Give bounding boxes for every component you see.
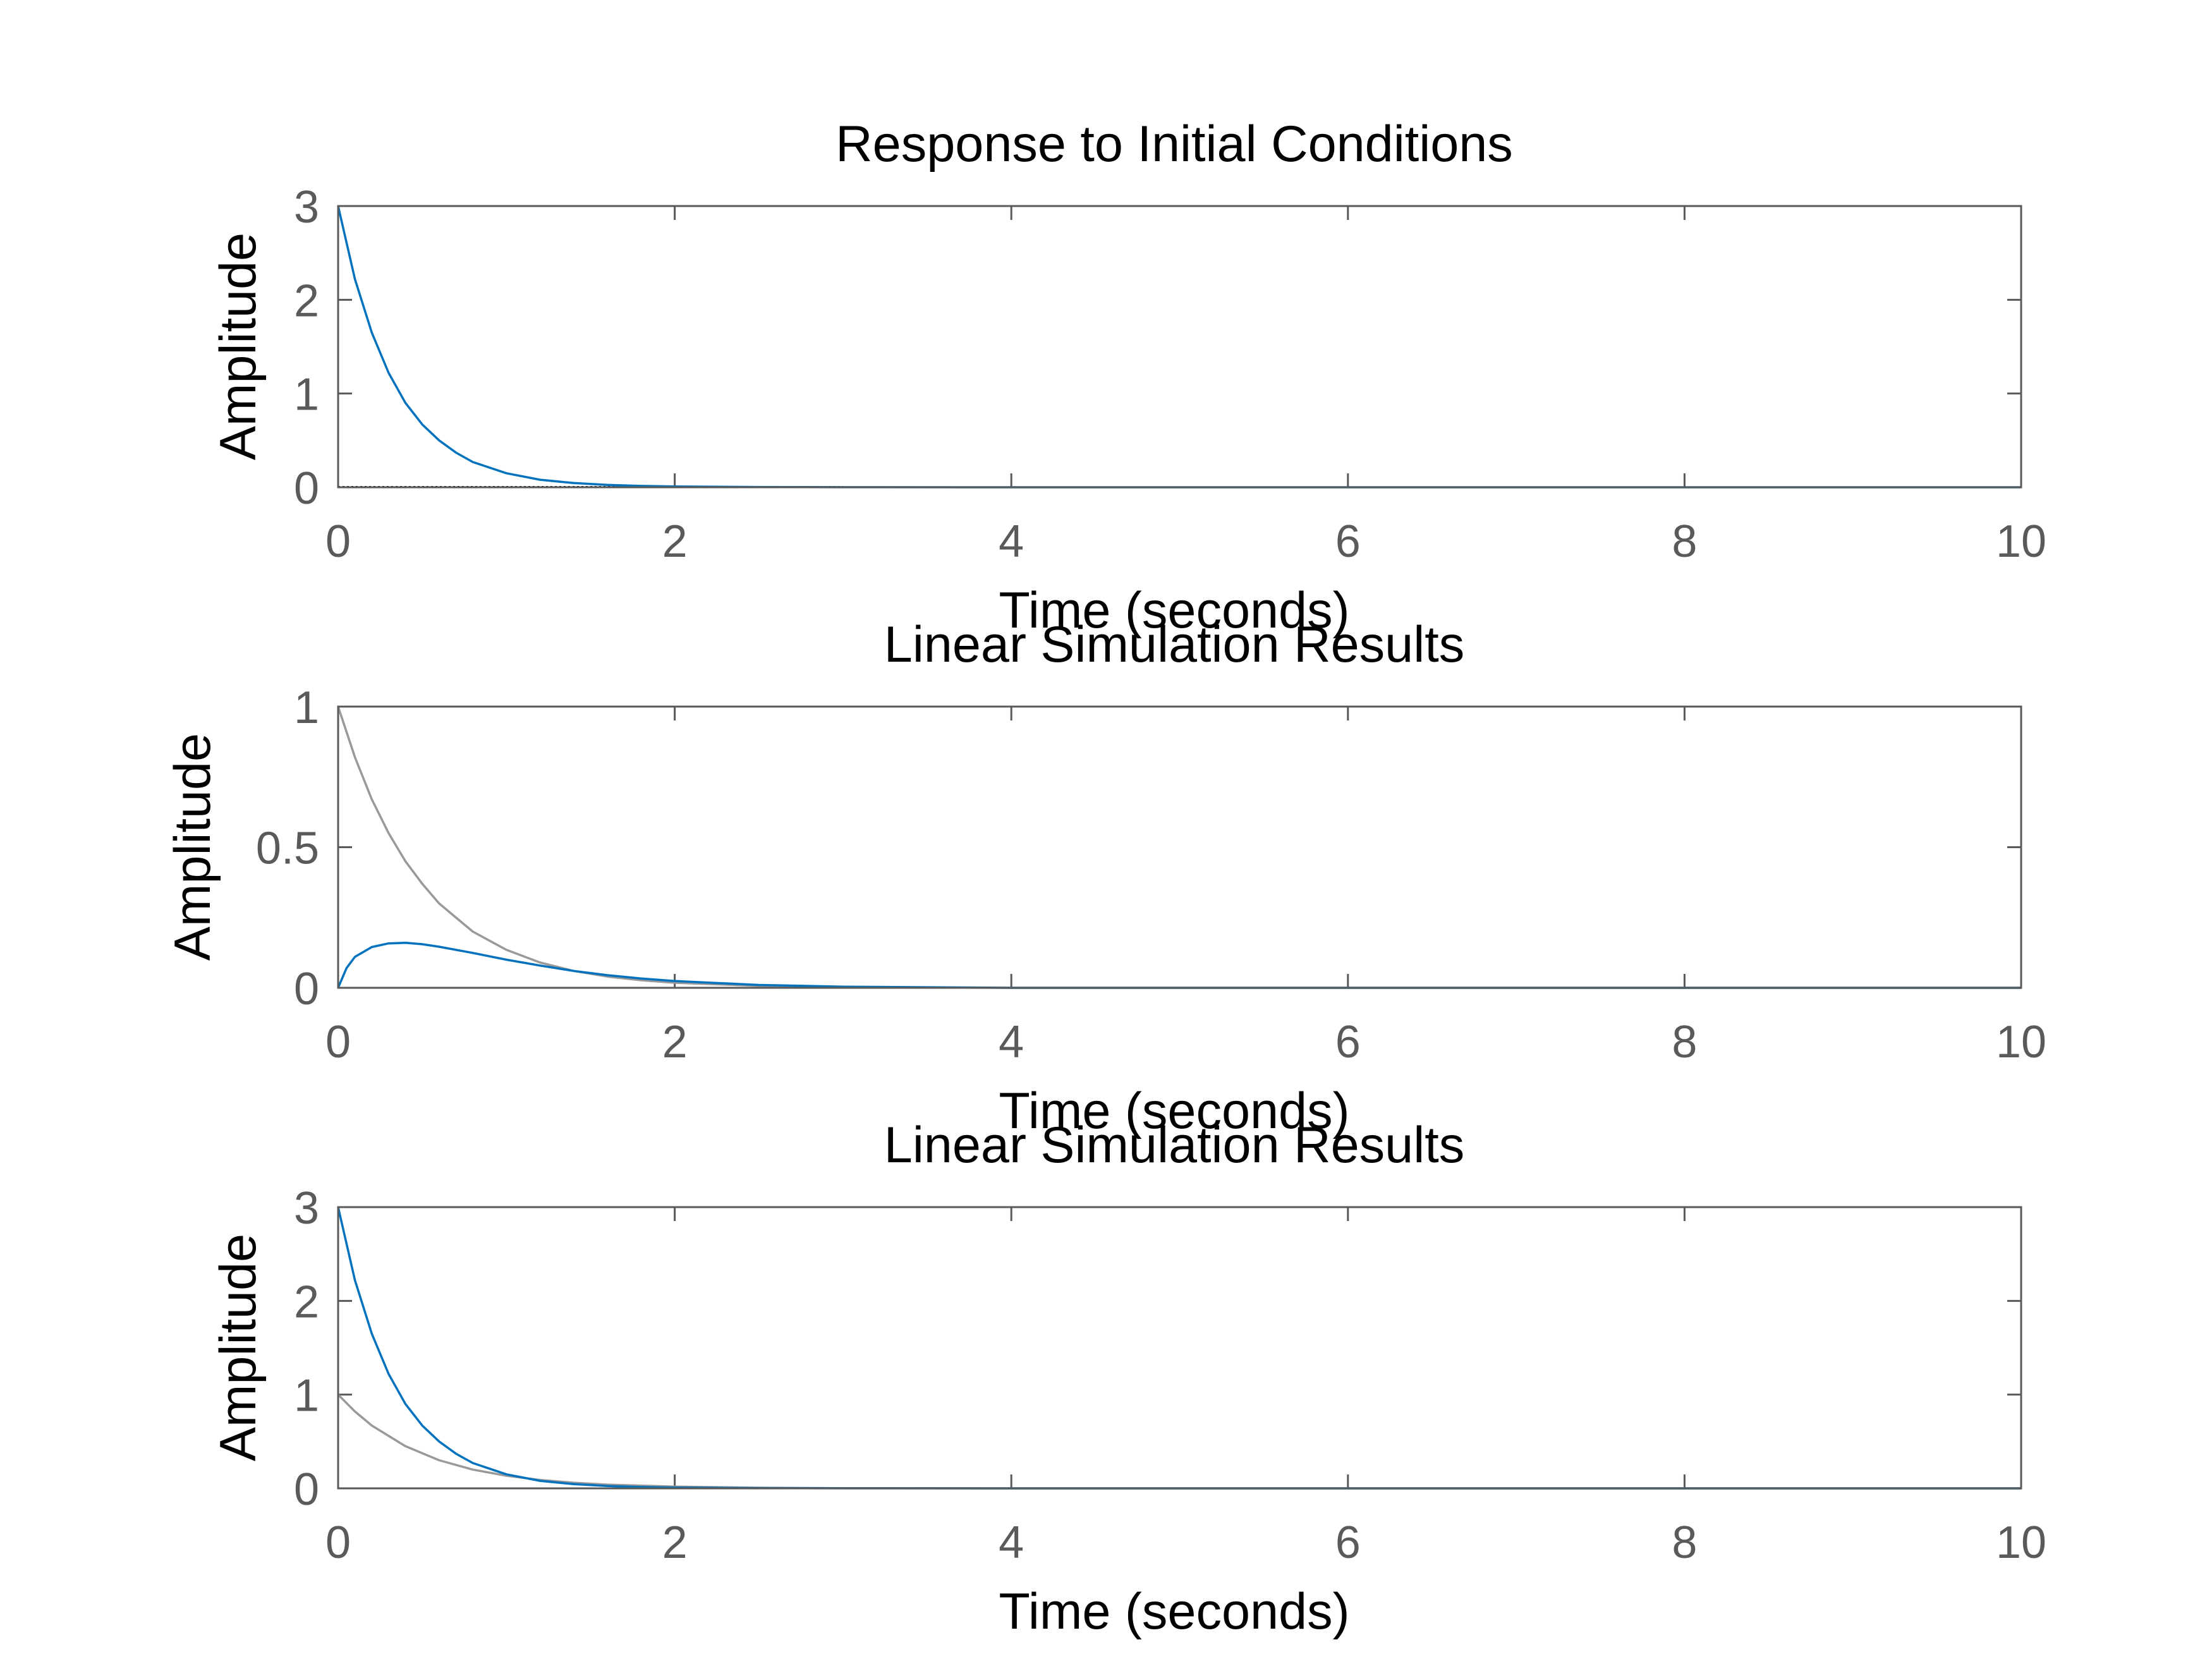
subplot-3-title: Linear Simulation Results — [884, 1117, 1464, 1174]
subplot-3-ylabel: Amplitude — [210, 1234, 267, 1461]
subplot-1-axes — [337, 205, 2022, 489]
subplot-3-xtick-label: 10 — [1996, 1517, 2046, 1568]
subplot-2-xtick-label: 8 — [1672, 1017, 1697, 1067]
subplot-1-ylabel: Amplitude — [210, 233, 267, 460]
subplot-2-ytick-label: 0 — [294, 964, 319, 1014]
subplot-1-xtick-label: 4 — [999, 516, 1024, 567]
subplot-1-ytick-label: 2 — [294, 276, 319, 326]
subplot-2-series-line-2 — [337, 942, 2021, 989]
subplot-1-xtick-label: 8 — [1672, 516, 1697, 567]
subplot-1-ytick-label: 1 — [294, 370, 319, 420]
subplot-3-xtick-label: 2 — [662, 1517, 688, 1568]
subplot-1-title: Response to Initial Conditions — [836, 116, 1513, 173]
subplot-3-ytick-label: 3 — [294, 1183, 319, 1234]
subplot-3-axes — [337, 1206, 2022, 1490]
subplot-1-xtick-label: 10 — [1996, 516, 2046, 567]
subplot-3-ytick-label: 0 — [294, 1464, 319, 1515]
subplot-2-ytick-label: 0.5 — [256, 823, 319, 874]
subplot-3-xlabel: Time (seconds) — [999, 1583, 1349, 1640]
subplot-3-xtick-label: 8 — [1672, 1517, 1697, 1568]
subplot-3-xtick-label: 0 — [325, 1517, 351, 1568]
subplot-2-title: Linear Simulation Results — [884, 616, 1464, 673]
subplot-2-xtick-label: 6 — [1335, 1017, 1361, 1067]
subplot-3-ytick-label: 1 — [294, 1371, 319, 1421]
subplot-2-ytick-label: 1 — [294, 683, 319, 733]
subplot-2-ylabel: Amplitude — [164, 733, 221, 961]
subplot-1-xtick-label: 2 — [662, 516, 688, 567]
subplot-2-xtick-label: 0 — [325, 1017, 351, 1067]
subplot-3-ytick-label: 2 — [294, 1277, 319, 1327]
subplot-1-xlabel: Time (seconds) — [999, 582, 1349, 639]
subplot-2-xtick-label: 2 — [662, 1017, 688, 1067]
subplot-2-axes — [337, 705, 2022, 989]
subplot-1-ytick-label: 0 — [294, 463, 319, 514]
subplot-2-ticks: 0 2 4 6 8 10 0 0.5 1 — [256, 683, 2046, 1067]
subplot-3-xtick-label: 4 — [999, 1517, 1024, 1568]
subplot-1-xtick-label: 0 — [325, 516, 351, 567]
subplot-1-ticks: 0 2 4 6 8 10 0 1 2 3 — [294, 182, 2046, 567]
subplot-2: Linear Simulation Results 0 2 4 6 8 10 0 0.5 1 T… — [164, 616, 2046, 1139]
subplot-2-xtick-label: 4 — [999, 1017, 1024, 1067]
subplot-2-xtick-label: 10 — [1996, 1017, 2046, 1067]
subplot-1-xtick-label: 6 — [1335, 516, 1361, 567]
subplot-3: Linear Simulation Results 0 2 4 6 8 10 0 1 2 3 Ti… — [210, 1117, 2046, 1640]
subplot-1: Response to Initial Conditions 0 2 4 6 8 10 0 1… — [210, 116, 2046, 639]
subplot-1-ytick-label: 3 — [294, 182, 319, 233]
subplot-3-xtick-label: 6 — [1335, 1517, 1361, 1568]
subplot-2-xlabel: Time (seconds) — [999, 1083, 1349, 1139]
